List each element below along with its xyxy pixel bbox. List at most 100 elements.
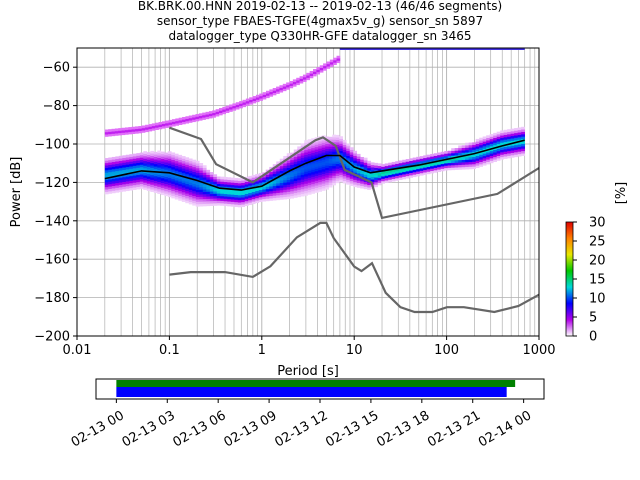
density-cell xyxy=(503,129,508,133)
density-cell xyxy=(272,188,277,191)
density-cell xyxy=(496,150,501,154)
density-cell xyxy=(321,173,326,177)
density-cell xyxy=(223,198,228,202)
density-cell xyxy=(269,186,274,189)
density-cell xyxy=(391,169,396,172)
outlier-cell xyxy=(175,123,179,126)
density-cell xyxy=(139,171,144,175)
density-cell xyxy=(206,172,211,175)
density-cell xyxy=(157,181,162,185)
density-cell xyxy=(181,165,186,169)
density-cell xyxy=(262,179,267,183)
density-cell xyxy=(440,168,445,172)
outlier-cell xyxy=(161,123,166,127)
density-cell xyxy=(279,180,284,184)
outlier-cell xyxy=(161,125,166,129)
density-cell xyxy=(220,195,225,199)
density-cell xyxy=(174,180,179,183)
density-cell xyxy=(227,198,232,202)
density-cell xyxy=(353,179,358,183)
density-cell xyxy=(146,159,151,163)
density-cell xyxy=(507,153,511,156)
density-cell xyxy=(339,162,344,166)
density-cell xyxy=(241,180,246,183)
density-cell xyxy=(251,182,256,185)
density-cell xyxy=(153,159,158,162)
density-cell xyxy=(507,136,511,140)
density-cell xyxy=(465,149,470,153)
density-cell xyxy=(171,193,176,196)
density-cell xyxy=(437,157,442,160)
density-cell xyxy=(297,158,302,162)
density-cell xyxy=(216,178,221,182)
density-cell xyxy=(199,175,204,178)
density-cell xyxy=(283,177,288,181)
density-cell xyxy=(503,149,508,152)
density-cell xyxy=(174,194,179,198)
density-cell xyxy=(430,168,435,172)
density-cell xyxy=(122,188,127,192)
density-cell xyxy=(265,174,270,178)
density-cell xyxy=(335,168,340,172)
density-cell xyxy=(181,156,186,159)
density-cell xyxy=(269,188,274,192)
density-cell xyxy=(178,157,183,160)
density-cell xyxy=(206,177,211,180)
density-cell xyxy=(349,159,354,162)
density-cell xyxy=(290,181,295,185)
density-cell xyxy=(356,156,361,159)
density-cell xyxy=(437,154,442,158)
outlier-cell xyxy=(286,82,290,86)
density-cell xyxy=(202,194,207,197)
density-cell xyxy=(108,174,113,177)
density-cell xyxy=(496,136,501,140)
density-cell xyxy=(444,167,449,171)
y-tick-label: −100 xyxy=(34,138,70,153)
density-cell xyxy=(118,165,123,169)
density-cell xyxy=(300,145,305,149)
density-cell xyxy=(115,175,120,179)
density-cell xyxy=(325,150,330,154)
density-cell xyxy=(153,180,158,184)
density-cell xyxy=(262,198,267,202)
density-cell xyxy=(160,151,165,155)
density-cell xyxy=(479,161,483,165)
density-cell xyxy=(153,178,158,181)
density-cell xyxy=(255,193,260,196)
density-cell xyxy=(286,184,291,188)
density-cell xyxy=(314,161,319,164)
density-cell xyxy=(174,170,179,174)
density-cell xyxy=(290,179,295,182)
outlier-cell xyxy=(289,83,294,86)
density-cell xyxy=(181,163,186,166)
outlier-cell xyxy=(165,125,169,128)
density-cell xyxy=(321,183,326,187)
density-cell xyxy=(262,189,267,192)
outlier-cell xyxy=(212,114,216,118)
density-cell xyxy=(150,174,155,178)
density-cell xyxy=(458,157,463,161)
density-cell xyxy=(171,162,176,165)
density-cell xyxy=(293,161,298,165)
density-cell xyxy=(304,183,309,187)
density-cell xyxy=(230,199,235,202)
density-cell xyxy=(300,181,305,185)
density-cell xyxy=(318,165,323,168)
density-cell xyxy=(136,167,141,171)
density-cell xyxy=(293,180,298,184)
density-cell xyxy=(125,176,130,180)
density-cell xyxy=(279,189,284,193)
outlier-cell xyxy=(222,106,227,110)
density-cell xyxy=(237,195,242,198)
density-cell xyxy=(164,179,169,182)
density-cell xyxy=(244,193,249,197)
outlier-cell xyxy=(245,98,250,102)
density-cell xyxy=(265,186,270,190)
density-cell xyxy=(258,199,263,203)
density-cell xyxy=(496,138,501,142)
density-cell xyxy=(199,191,204,195)
density-cell xyxy=(202,198,207,202)
density-cell xyxy=(388,179,393,183)
density-cell xyxy=(297,160,302,164)
density-cell xyxy=(342,147,347,150)
